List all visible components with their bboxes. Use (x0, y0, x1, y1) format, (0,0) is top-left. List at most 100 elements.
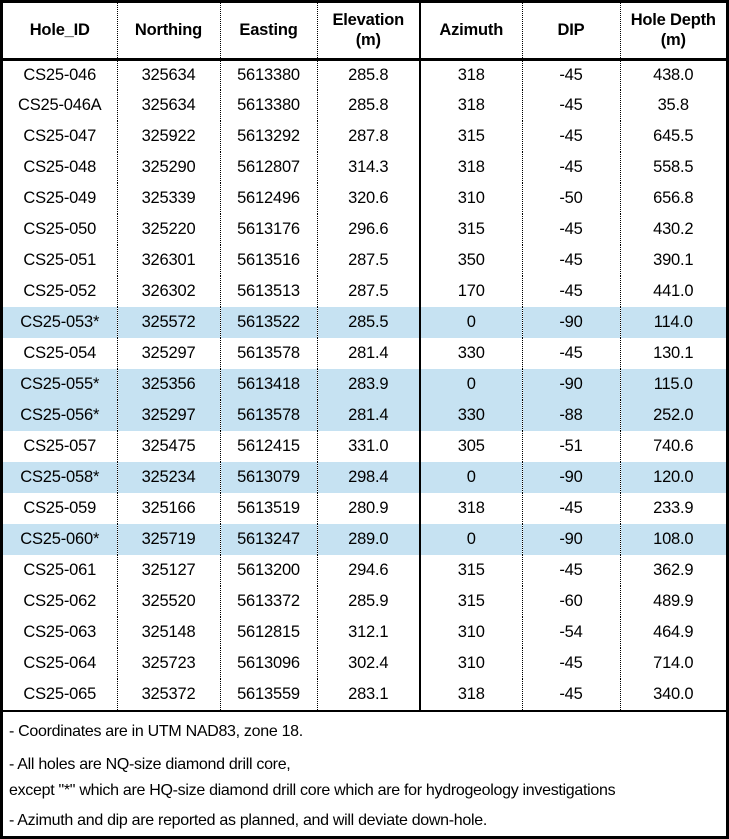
column-header-dip: DIP (522, 3, 621, 61)
cell-dip: -90 (522, 307, 621, 338)
cell-easting: 5613513 (220, 276, 318, 307)
cell-dip: -45 (522, 276, 621, 307)
column-header-hole-depth: Hole Depth (m) (620, 3, 726, 61)
cell-hole-depth: 362.9 (653, 561, 694, 579)
cell-dip: -90 (522, 524, 621, 555)
cell-easting: 5613578 (220, 338, 318, 369)
cell-azimuth: 310 (420, 617, 523, 648)
cell-dip: -45 (522, 214, 621, 245)
cell-dip: -45 (522, 245, 621, 276)
cell-dip: -45 (522, 493, 621, 524)
cell-azimuth: 0 (420, 462, 523, 493)
cell-hole-depth: 489.9 (653, 592, 694, 610)
cell-elevation: 285.9 (317, 586, 421, 617)
table-row: CS25-062 325520 5613372 285.9 315 -60 48… (3, 586, 726, 617)
column-header-label: Hole Depth (630, 10, 716, 29)
cell-easting: 5613578 (220, 400, 318, 431)
cell-azimuth: 318 (420, 152, 523, 183)
cell-elevation: 281.4 (317, 338, 421, 369)
cell-azimuth: 0 (420, 369, 523, 400)
cell-hole-depth: 430.2 (653, 220, 694, 238)
cell-hole-depth: 438.0 (653, 65, 694, 84)
cell-azimuth: 170 (420, 276, 523, 307)
cell-azimuth: 350 (420, 245, 523, 276)
table-row: CS25-053* 325572 5613522 285.5 0 -90 114… (3, 307, 726, 338)
cell-elevation: 285.8 (317, 59, 421, 90)
table-row: CS25-051 326301 5613516 287.5 350 -45 39… (3, 245, 726, 276)
cell-easting: 5612496 (220, 183, 318, 214)
cell-elevation: 285.8 (317, 90, 421, 121)
column-header-label: DIP (557, 20, 585, 39)
table-row: CS25-065 325372 5613559 283.1 318 -45 34… (3, 679, 726, 710)
cell-elevation: 283.9 (317, 369, 421, 400)
cell-elevation: 302.4 (317, 648, 421, 679)
table-row: CS25-063 325148 5612815 312.1 310 -54 46… (3, 617, 726, 648)
cell-hole-id: CS25-062 (3, 586, 118, 617)
cell-easting: 5612415 (220, 431, 318, 462)
table-row: CS25-057 325475 5612415 331.0 305 -51 74… (3, 431, 726, 462)
cell-hole-depth: 35.8 (657, 96, 690, 114)
table-row: CS25-060* 325719 5613247 289.0 0 -90 108… (3, 524, 726, 555)
cell-easting: 5613519 (220, 493, 318, 524)
table-row: CS25-059 325166 5613519 280.9 318 -45 23… (3, 493, 726, 524)
cell-northing: 325520 (117, 586, 221, 617)
table-row: CS25-052 326302 5613513 287.5 170 -45 44… (3, 276, 726, 307)
cell-northing: 325220 (117, 214, 221, 245)
cell-elevation: 320.6 (317, 183, 421, 214)
cell-elevation: 287.5 (317, 276, 421, 307)
cell-hole-depth: 252.0 (653, 406, 694, 424)
cell-elevation: 289.0 (317, 524, 421, 555)
cell-azimuth: 305 (420, 431, 523, 462)
cell-azimuth: 318 (420, 90, 523, 121)
table-row: CS25-055* 325356 5613418 283.9 0 -90 115… (3, 369, 726, 400)
cell-easting: 5613176 (220, 214, 318, 245)
cell-easting: 5613522 (220, 307, 318, 338)
cell-elevation: 296.6 (317, 214, 421, 245)
cell-hole-id: CS25-060* (3, 524, 118, 555)
cell-hole-id: CS25-050 (3, 214, 118, 245)
cell-hole-depth: 645.5 (653, 127, 694, 145)
cell-dip: -90 (522, 462, 621, 493)
cell-easting: 5613380 (220, 59, 318, 90)
column-header-hole-id: Hole_ID (3, 3, 118, 61)
cell-hole-depth: 740.6 (653, 437, 694, 455)
cell-northing: 326302 (117, 276, 221, 307)
cell-easting: 5613372 (220, 586, 318, 617)
table-row: CS25-054 325297 5613578 281.4 330 -45 13… (3, 338, 726, 369)
table-row: CS25-047 325922 5613292 287.8 315 -45 64… (3, 121, 726, 152)
cell-easting: 5613200 (220, 555, 318, 586)
cell-hole-id: CS25-051 (3, 245, 118, 276)
cell-hole-depth: 714.0 (653, 654, 694, 672)
cell-hole-id: CS25-052 (3, 276, 118, 307)
cell-northing: 325127 (117, 555, 221, 586)
cell-dip: -45 (522, 59, 621, 90)
cell-dip: -45 (522, 338, 621, 369)
cell-northing: 325234 (117, 462, 221, 493)
cell-dip: -54 (522, 617, 621, 648)
table-row: CS25-048 325290 5612807 314.3 318 -45 55… (3, 152, 726, 183)
cell-elevation: 314.3 (317, 152, 421, 183)
cell-northing: 325719 (117, 524, 221, 555)
cell-northing: 325297 (117, 400, 221, 431)
column-header-elevation: Elevation (m) (317, 3, 421, 61)
cell-hole-depth: 441.0 (653, 282, 694, 300)
cell-hole-id: CS25-058* (3, 462, 118, 493)
cell-dip: -88 (522, 400, 621, 431)
cell-northing: 325723 (117, 648, 221, 679)
footnote-coordinates: - Coordinates are in UTM NAD83, zone 18. (9, 723, 303, 740)
table-row: CS25-058* 325234 5613079 298.4 0 -90 120… (3, 462, 726, 493)
footnote-core-size-line2: except "*" which are HQ-size diamond dri… (9, 782, 616, 799)
cell-northing: 326301 (117, 245, 221, 276)
cell-azimuth: 330 (420, 400, 523, 431)
table-row: CS25-049 325339 5612496 320.6 310 -50 65… (3, 183, 726, 214)
cell-hole-depth: 558.5 (653, 158, 694, 176)
footnote-core-size-line1: - All holes are NQ-size diamond drill co… (9, 756, 291, 773)
cell-easting: 5613380 (220, 90, 318, 121)
column-header-label: Hole_ID (29, 20, 90, 39)
column-header-label: Elevation (332, 10, 405, 29)
cell-elevation: 298.4 (317, 462, 421, 493)
cell-elevation: 287.8 (317, 121, 421, 152)
cell-easting: 5613079 (220, 462, 318, 493)
cell-elevation: 280.9 (317, 493, 421, 524)
cell-elevation: 331.0 (317, 431, 421, 462)
